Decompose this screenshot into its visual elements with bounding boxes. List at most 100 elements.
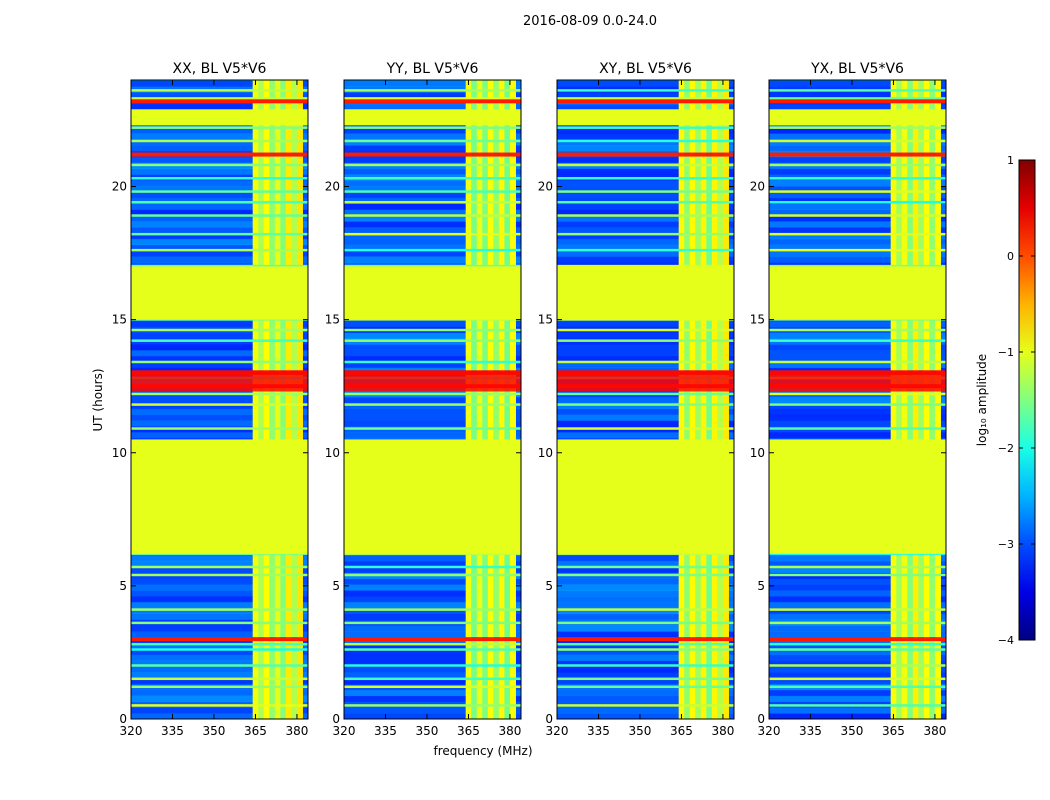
stripe-line bbox=[344, 573, 521, 577]
stripe-line bbox=[131, 177, 308, 180]
noise-row bbox=[557, 80, 734, 87]
stripe-line bbox=[769, 608, 946, 611]
noise-row bbox=[769, 197, 946, 205]
y-tick-label: 20 bbox=[538, 180, 553, 194]
noise-row bbox=[769, 408, 946, 415]
noise-row bbox=[344, 396, 521, 404]
band-column bbox=[471, 80, 478, 719]
y-tick-label: 0 bbox=[545, 712, 553, 726]
noise-row bbox=[557, 361, 734, 369]
noise-row bbox=[557, 226, 734, 234]
y-tick-label: 0 bbox=[119, 712, 127, 726]
stripe-line bbox=[344, 200, 521, 204]
noise-row bbox=[557, 250, 734, 257]
stripe-line bbox=[557, 621, 734, 625]
panel-xx-image bbox=[131, 80, 308, 719]
stripe-line bbox=[131, 126, 308, 129]
stripe-line bbox=[557, 232, 734, 236]
stripe-line bbox=[131, 704, 308, 707]
noise-row bbox=[131, 560, 308, 568]
stripe-line bbox=[557, 328, 734, 332]
noise-row bbox=[344, 560, 521, 568]
noise-row bbox=[769, 344, 946, 351]
noise-row bbox=[344, 666, 521, 673]
noise-row bbox=[769, 631, 946, 638]
band-column bbox=[912, 80, 919, 719]
stripe-line bbox=[769, 200, 946, 204]
rfi-block bbox=[557, 370, 734, 392]
colorbar-tick-label: −4 bbox=[998, 634, 1014, 647]
x-tick-label: 365 bbox=[244, 724, 267, 738]
band-column bbox=[280, 80, 287, 719]
flagged-block bbox=[557, 439, 734, 554]
y-tick-label: 10 bbox=[538, 446, 553, 460]
noise-row bbox=[769, 560, 946, 568]
noise-row bbox=[131, 156, 308, 164]
noise-row bbox=[344, 654, 521, 661]
stripe-line bbox=[131, 573, 308, 577]
stripe-line bbox=[557, 565, 734, 569]
noise-row bbox=[769, 402, 946, 410]
noise-row bbox=[131, 613, 308, 620]
noise-row bbox=[557, 660, 734, 667]
noise-row bbox=[769, 226, 946, 234]
x-tick-label: 320 bbox=[333, 724, 356, 738]
stripe-line bbox=[557, 200, 734, 204]
noise-row bbox=[557, 191, 734, 199]
noise-row bbox=[344, 707, 521, 714]
noise-row bbox=[769, 92, 946, 99]
y-tick-label: 10 bbox=[750, 446, 765, 460]
noise-row bbox=[769, 578, 946, 585]
noise-row bbox=[769, 103, 946, 111]
noise-row bbox=[769, 554, 946, 562]
noise-row bbox=[344, 590, 521, 597]
colorbar-tick-label: 0 bbox=[1007, 250, 1014, 263]
noise-row bbox=[131, 713, 308, 719]
noise-row bbox=[769, 180, 946, 187]
noise-row bbox=[769, 80, 946, 87]
x-tick-label: 320 bbox=[758, 724, 781, 738]
noise-row bbox=[769, 332, 946, 339]
noise-row bbox=[769, 713, 946, 719]
y-tick-label: 15 bbox=[750, 313, 765, 327]
panel-title: XX, BL V5*V6 bbox=[173, 61, 267, 77]
noise-row bbox=[557, 215, 734, 222]
x-tick-label: 380 bbox=[711, 724, 734, 738]
noise-row bbox=[769, 238, 946, 246]
colorbar bbox=[1018, 159, 1036, 641]
panel-title: YX, BL V5*V6 bbox=[810, 61, 904, 77]
noise-row bbox=[557, 238, 734, 246]
noise-row bbox=[131, 566, 308, 574]
band-column bbox=[274, 80, 281, 719]
stripe-line bbox=[557, 573, 734, 577]
noise-row bbox=[769, 232, 946, 240]
stripe-line bbox=[769, 565, 946, 569]
stripe-line bbox=[131, 200, 308, 204]
stripe-line bbox=[769, 264, 946, 268]
band-column bbox=[476, 80, 483, 719]
stripe-line bbox=[344, 642, 521, 646]
colorbar-tick-label: −3 bbox=[998, 538, 1014, 551]
x-tick-label: 365 bbox=[882, 724, 905, 738]
stripe-line bbox=[344, 232, 521, 236]
noise-row bbox=[557, 689, 734, 697]
noise-row bbox=[769, 677, 946, 685]
noise-row bbox=[131, 127, 308, 134]
noise-row bbox=[769, 420, 946, 427]
x-tick-label: 350 bbox=[203, 724, 226, 738]
stripe-line bbox=[344, 685, 521, 689]
flagged-block bbox=[131, 109, 308, 126]
noise-row bbox=[769, 185, 946, 193]
noise-row bbox=[557, 672, 734, 679]
stripe-line bbox=[131, 608, 308, 611]
noise-row bbox=[557, 414, 734, 421]
noise-row bbox=[344, 215, 521, 222]
panel-yx-image bbox=[769, 80, 946, 719]
x-tick-label: 335 bbox=[374, 724, 397, 738]
noise-row bbox=[344, 613, 521, 620]
stripe-line bbox=[769, 97, 946, 100]
noise-row bbox=[344, 127, 521, 134]
band-column bbox=[465, 80, 472, 719]
flagged-block bbox=[769, 439, 946, 554]
stripe-line bbox=[769, 360, 946, 364]
